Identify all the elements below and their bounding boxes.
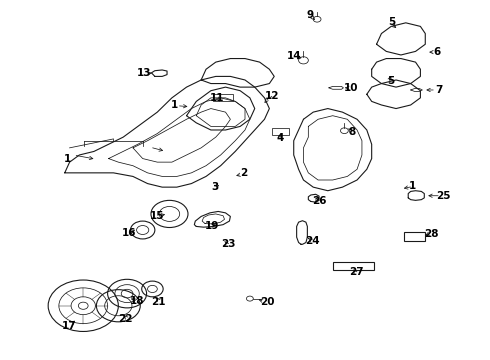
Text: 19: 19 [205, 221, 219, 231]
Text: 24: 24 [305, 236, 319, 246]
Text: 21: 21 [151, 297, 166, 307]
Text: 10: 10 [344, 83, 359, 93]
Text: 18: 18 [129, 296, 144, 306]
Text: 1: 1 [171, 100, 178, 110]
Text: 16: 16 [122, 228, 136, 238]
Text: 6: 6 [434, 47, 441, 57]
Text: 5: 5 [388, 76, 395, 86]
Text: 14: 14 [287, 51, 301, 61]
Text: 27: 27 [349, 267, 364, 277]
Text: 28: 28 [424, 229, 439, 239]
Text: 20: 20 [260, 297, 274, 307]
Bar [404, 232, 425, 241]
Bar [272, 128, 289, 135]
Text: 9: 9 [307, 10, 314, 20]
Text: 1: 1 [409, 181, 416, 192]
Text: 15: 15 [150, 211, 165, 221]
Text: 13: 13 [136, 68, 151, 78]
Text: 23: 23 [220, 239, 235, 249]
Text: 26: 26 [312, 196, 326, 206]
Text: 25: 25 [437, 191, 451, 201]
Bar [213, 94, 233, 102]
Bar [333, 262, 374, 270]
Text: 3: 3 [211, 182, 219, 192]
Text: 2: 2 [241, 168, 247, 178]
Text: 8: 8 [348, 127, 356, 137]
Text: 11: 11 [210, 93, 224, 103]
Text: 5: 5 [389, 17, 396, 27]
Text: 12: 12 [265, 91, 279, 101]
Text: 1: 1 [64, 154, 71, 163]
Text: 17: 17 [62, 321, 77, 332]
Text: 7: 7 [435, 85, 442, 95]
Text: 22: 22 [119, 314, 133, 324]
Text: 4: 4 [276, 133, 284, 143]
